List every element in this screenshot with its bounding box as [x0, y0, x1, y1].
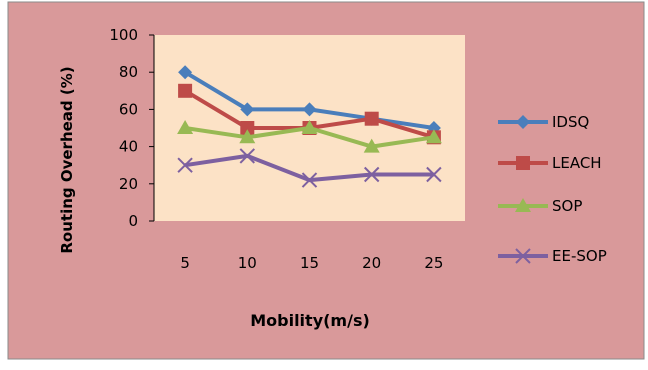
data-point-sop [301, 120, 318, 134]
data-point-idsq [240, 102, 255, 117]
x-tick-label: 20 [362, 254, 381, 272]
data-point-leach [364, 111, 379, 126]
data-point-ee-sop [301, 172, 318, 188]
series-sop [177, 120, 442, 153]
y-axis: 0 20 40 60 80 100 [109, 26, 155, 230]
data-point-ee-sop [426, 166, 442, 183]
data-point-leach [240, 121, 255, 135]
y-tick-label: 20 [119, 175, 138, 193]
legend-item-ee-sop: EE-SOP [498, 247, 607, 265]
data-point-idsq [178, 65, 193, 80]
legend: IDSQ LEACH SOP EE-SOP [498, 113, 607, 265]
legend-label: IDSQ [552, 113, 589, 131]
y-tick-label: 0 [128, 212, 138, 230]
x-tick-label: 5 [180, 254, 190, 272]
data-point-ee-sop [239, 148, 256, 164]
data-point-ee-sop [363, 166, 380, 183]
legend-item-sop: SOP [498, 197, 582, 215]
legend-marker [516, 156, 530, 170]
legend-label: EE-SOP [552, 247, 607, 265]
x-tick-label: 10 [238, 254, 257, 272]
data-point-sop [425, 129, 442, 144]
series-ee-sop [177, 148, 442, 188]
legend-item-leach: LEACH [498, 154, 602, 172]
legend-label: LEACH [552, 154, 602, 172]
data-point-leach [178, 83, 193, 98]
data-point-ee-sop [177, 157, 193, 173]
data-point-sop [239, 129, 256, 144]
legend-label: SOP [552, 197, 582, 215]
legend-marker [516, 115, 530, 129]
legend-marker [515, 248, 531, 264]
x-tick-label: 25 [424, 254, 443, 272]
y-tick-label: 80 [119, 63, 138, 81]
y-tick-label: 60 [119, 100, 138, 118]
x-tick-label: 15 [300, 254, 319, 272]
legend-marker [515, 198, 531, 212]
y-axis-title: Routing Overhead (%) [58, 66, 76, 253]
x-axis: 5 10 15 20 25 [180, 254, 443, 272]
y-tick-label: 100 [109, 26, 138, 44]
y-tick-label: 40 [119, 138, 138, 156]
series-layer [177, 65, 442, 188]
data-point-idsq [302, 102, 317, 117]
legend-item-idsq: IDSQ [498, 113, 589, 131]
x-axis-title: Mobility(m/s) [250, 311, 370, 330]
data-point-sop [363, 138, 380, 153]
data-point-sop [177, 120, 194, 134]
